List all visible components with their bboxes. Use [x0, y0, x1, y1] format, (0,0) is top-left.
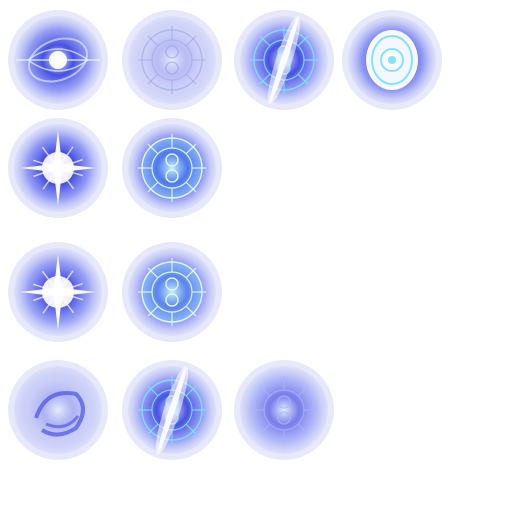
effect-frame-r3-c2 — [120, 240, 224, 344]
effect-frame-r2-c1 — [6, 116, 110, 220]
effect-frame-r1-c2 — [120, 8, 224, 112]
rune-glow-icon — [122, 242, 222, 342]
rune-slash-icon — [234, 10, 334, 110]
rune-circle-icon — [122, 10, 222, 110]
bright-ring-icon — [342, 10, 442, 110]
effect-frame-r1-c4 — [340, 8, 444, 112]
effect-frame-r1-c3 — [232, 8, 336, 112]
faded-swirl-icon — [8, 360, 108, 460]
rune-glow-icon — [122, 118, 222, 218]
starburst-icon — [8, 118, 108, 218]
starburst-icon — [8, 242, 108, 342]
vortex-icon — [8, 10, 108, 110]
effect-frame-r4-c2 — [120, 358, 224, 462]
dim-rune-icon — [234, 360, 334, 460]
effect-frame-r1-c1 — [6, 8, 110, 112]
effect-frame-r3-c1 — [6, 240, 110, 344]
effect-frame-r4-c3 — [232, 358, 336, 462]
effect-frame-r2-c2 — [120, 116, 224, 220]
effect-frame-r4-c1 — [6, 358, 110, 462]
rune-slash-icon — [122, 360, 222, 460]
